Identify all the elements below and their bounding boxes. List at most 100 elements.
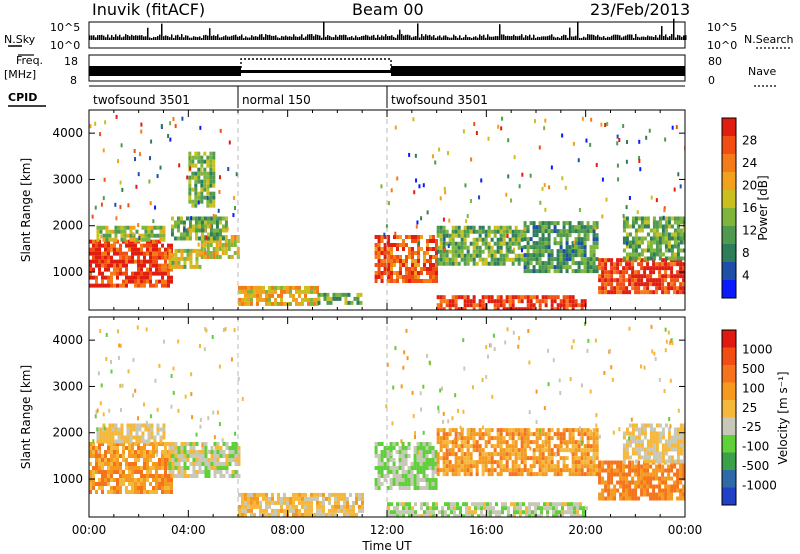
- range-cell: [152, 490, 155, 494]
- range-cell: [447, 506, 450, 511]
- range-cell: [167, 478, 170, 482]
- range-cell: [618, 138, 621, 143]
- range-cell: [114, 423, 118, 428]
- range-cell: [586, 432, 590, 437]
- range-cell: [380, 458, 384, 462]
- range-cell: [547, 233, 551, 238]
- range-cell: [234, 442, 238, 446]
- range-cell: [107, 482, 110, 486]
- range-cell: [104, 458, 107, 462]
- range-cell: [671, 125, 674, 130]
- range-cell: [559, 391, 562, 396]
- range-cell: [432, 279, 435, 283]
- range-cell: [553, 225, 557, 230]
- range-cell: [526, 249, 530, 254]
- range-cell: [204, 454, 208, 458]
- nsky-bar: [343, 34, 345, 40]
- range-cell: [592, 448, 596, 453]
- range-cell: [595, 257, 599, 262]
- range-cell: [164, 251, 167, 256]
- range-cell: [393, 243, 396, 247]
- range-cell: [209, 175, 213, 180]
- range-cell: [171, 466, 175, 470]
- range-cell: [493, 299, 497, 304]
- range-cell: [628, 252, 632, 257]
- range-cell: [158, 482, 161, 486]
- range-cell: [562, 456, 566, 461]
- freq-tick-low: 8: [70, 74, 77, 87]
- range-cell: [502, 261, 506, 266]
- range-cell: [146, 279, 149, 284]
- range-cell: [107, 478, 110, 482]
- range-cell: [607, 270, 611, 275]
- range-cell: [451, 261, 455, 266]
- range-cell: [472, 464, 476, 469]
- range-cell: [682, 447, 685, 452]
- range-cell: [541, 229, 545, 234]
- range-cell: [568, 225, 572, 230]
- range-cell: [155, 263, 158, 268]
- range-cell: [481, 448, 485, 453]
- range-cell: [310, 285, 313, 290]
- range-cell: [454, 241, 458, 246]
- range-cell: [631, 286, 635, 291]
- range-cell: [460, 436, 464, 441]
- nsky-bar: [585, 37, 587, 40]
- range-cell: [598, 472, 602, 477]
- range-cell: [649, 496, 653, 501]
- range-cell: [173, 220, 177, 225]
- range-cell: [244, 289, 247, 294]
- range-cell: [393, 259, 396, 263]
- range-cell: [634, 270, 638, 275]
- range-cell: [553, 265, 557, 270]
- range-cell: [225, 446, 229, 450]
- range-cell: [649, 240, 653, 245]
- range-cell: [451, 472, 455, 477]
- range-cell: [568, 299, 572, 304]
- range-cell: [401, 458, 405, 462]
- range-cell: [337, 516, 340, 517]
- range-cell: [131, 454, 134, 458]
- range-cell: [496, 299, 500, 304]
- range-cell: [661, 266, 665, 271]
- range-cell: [682, 443, 685, 448]
- range-cell: [565, 249, 569, 254]
- range-cell: [216, 450, 220, 454]
- range-cell: [473, 122, 476, 127]
- range-cell: [116, 478, 119, 482]
- range-cell: [101, 259, 104, 264]
- range-cell: [550, 307, 554, 310]
- range-cell: [98, 267, 101, 272]
- range-cell: [143, 474, 146, 478]
- range-cell: [561, 510, 564, 515]
- range-cell: [131, 259, 134, 264]
- range-cell: [595, 440, 599, 445]
- range-cell: [679, 472, 683, 477]
- range-cell: [101, 279, 104, 284]
- range-cell: [547, 382, 550, 387]
- range-cell: [448, 249, 452, 254]
- range-cell: [168, 462, 172, 466]
- range-cell: [271, 285, 274, 290]
- range-cell: [304, 504, 307, 509]
- range-cell: [194, 224, 198, 229]
- range-cell: [203, 179, 207, 184]
- range-cell: [386, 362, 389, 367]
- range-cell: [475, 440, 479, 445]
- range-cell: [230, 243, 234, 247]
- range-cell: [611, 377, 614, 382]
- range-cell: [244, 297, 247, 302]
- range-cell: [98, 247, 101, 252]
- range-cell: [167, 243, 170, 248]
- range-cell: [188, 195, 192, 200]
- nsky-bar: [667, 37, 669, 40]
- range-cell: [283, 492, 286, 497]
- range-cell: [177, 446, 181, 450]
- range-cell: [113, 478, 116, 482]
- range-cell: [98, 478, 101, 482]
- range-cell: [241, 496, 244, 501]
- range-cell: [675, 125, 678, 130]
- nsky-bar: [551, 34, 553, 40]
- range-cell: [562, 229, 566, 234]
- range-cell: [96, 439, 100, 444]
